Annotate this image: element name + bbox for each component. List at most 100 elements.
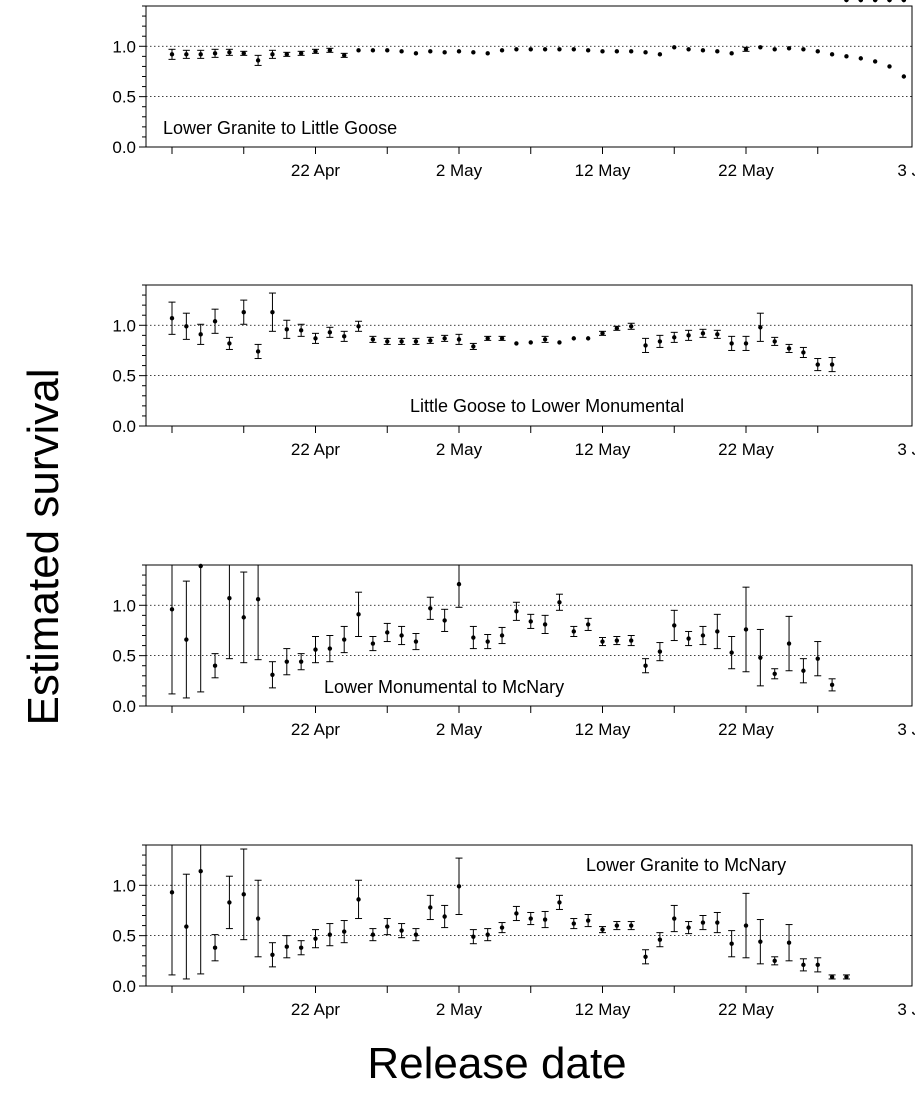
data-marker [413,639,419,644]
data-point [225,565,233,660]
data-point [469,929,477,945]
data-point [340,625,348,654]
data-marker [428,606,433,611]
data-point [312,929,319,949]
data-marker [442,914,447,919]
data-marker [772,671,777,676]
data-point [801,47,806,52]
data-point [599,637,606,647]
data-point [283,935,291,959]
data-point [326,47,334,53]
data-marker [399,928,404,933]
data-point [383,918,391,936]
data-point [599,330,606,336]
data-point [369,636,377,652]
chart-panel-4: 0.0 0.5 1.0 22 Apr 2 May 12 May 22 May 3 Jun Low… [112,0,915,1019]
data-marker [227,50,232,55]
data-marker [442,336,447,341]
data-marker [514,47,519,52]
data-point [498,922,506,934]
data-marker [212,945,218,950]
data-point [670,904,678,933]
data-marker [758,325,763,330]
data-point [584,913,592,928]
data-marker [672,45,677,50]
data-marker [485,336,490,341]
data-marker [657,937,663,942]
data-marker [858,56,863,61]
data-point [858,56,863,61]
data-point [901,0,907,3]
data-marker [270,309,275,315]
data-marker [829,974,835,980]
data-point [599,926,606,934]
data-point [629,49,634,54]
data-point [541,614,549,634]
data-marker [356,897,361,902]
data-marker [212,663,218,668]
data-point [887,0,892,3]
data-point [399,49,404,54]
data-point [541,910,549,929]
data-marker [471,934,476,939]
data-point [600,49,605,54]
data-marker [542,622,548,627]
data-point [355,320,363,332]
data-marker [729,650,734,655]
data-marker [585,336,591,341]
data-marker [471,635,476,640]
data-marker [370,641,376,646]
data-marker [686,925,691,930]
data-marker [499,336,505,341]
data-point [541,335,549,343]
data-point [197,845,205,975]
data-point [455,565,463,608]
data-marker [571,921,576,926]
y-tick-label: 0.5 [112,88,136,107]
data-marker [184,52,189,57]
data-marker [198,52,203,57]
data-marker [715,920,720,925]
data-marker [872,0,878,3]
data-point [512,905,520,922]
data-point [326,635,334,663]
data-marker [772,47,777,52]
data-point [254,565,262,661]
data-point [672,45,677,50]
x-tick-label: 2 May [436,440,483,459]
data-marker [342,929,347,934]
x-tick-label: 22 Apr [291,161,340,180]
data-marker [600,927,605,932]
data-point [814,641,822,677]
data-marker [399,49,404,54]
x-tick-label: 2 May [436,161,483,180]
data-point [814,358,822,372]
data-marker [585,48,591,53]
data-marker [385,924,390,929]
data-point [756,919,764,965]
y-tick-label: 0.5 [112,927,136,946]
data-marker [600,331,605,336]
data-marker [887,0,892,3]
data-marker [471,50,476,55]
data-marker [844,54,849,59]
data-marker [413,932,419,937]
data-point [211,653,219,679]
data-marker [227,900,232,905]
data-point [455,857,463,915]
data-marker [169,607,175,612]
data-point [412,337,420,345]
data-marker [743,923,749,928]
data-marker [298,328,304,333]
data-point [456,49,462,54]
data-marker [715,332,720,337]
data-marker [227,341,232,346]
data-marker [169,316,175,321]
data-point [771,668,779,680]
data-point [771,336,779,346]
data-point [484,928,492,942]
plot-frame [145,844,913,987]
y-tick-label: 0.5 [112,367,136,386]
data-point [613,325,621,331]
data-marker [815,962,820,968]
